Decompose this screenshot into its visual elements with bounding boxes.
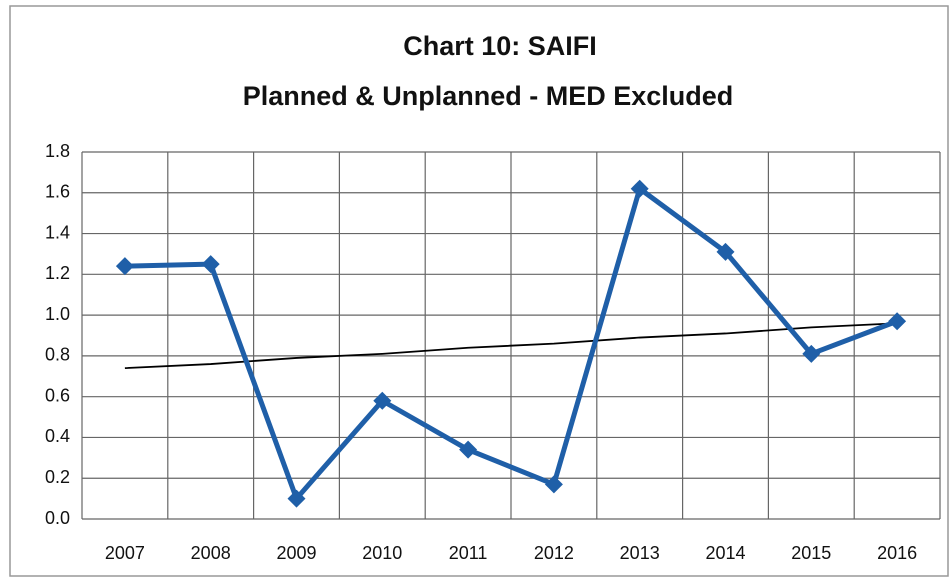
data-point bbox=[115, 257, 134, 276]
chart-title: Chart 10: SAIFI bbox=[403, 31, 597, 61]
data-point bbox=[630, 179, 649, 198]
x-tick-label: 2008 bbox=[191, 543, 231, 563]
data-point bbox=[888, 312, 907, 331]
data-point bbox=[544, 475, 563, 494]
x-tick-label: 2012 bbox=[534, 543, 574, 563]
data-point bbox=[287, 489, 306, 508]
x-tick-label: 2010 bbox=[362, 543, 402, 563]
data-point bbox=[373, 391, 392, 410]
x-tick-label: 2015 bbox=[791, 543, 831, 563]
y-tick-label: 1.6 bbox=[45, 182, 70, 202]
y-tick-label: 1.2 bbox=[45, 263, 70, 283]
chart-subtitle: Planned & Unplanned - MED Excluded bbox=[243, 81, 734, 111]
data-point bbox=[802, 344, 821, 363]
data-point bbox=[459, 440, 478, 459]
y-tick-label: 0.6 bbox=[45, 385, 70, 405]
chart-frame bbox=[9, 5, 949, 577]
x-tick-label: 2016 bbox=[877, 543, 917, 563]
y-tick-label: 0.2 bbox=[45, 467, 70, 487]
y-tick-label: 1.4 bbox=[45, 222, 70, 242]
trend-line bbox=[124, 322, 898, 370]
x-tick-label: 2009 bbox=[276, 543, 316, 563]
x-tick-label: 2011 bbox=[449, 543, 488, 563]
x-tick-label: 2014 bbox=[705, 543, 745, 563]
x-tick-label: 2007 bbox=[105, 543, 145, 563]
x-tick-label: 2013 bbox=[620, 543, 660, 563]
y-tick-label: 0.4 bbox=[45, 426, 70, 446]
y-tick-label: 0.8 bbox=[45, 345, 70, 365]
data-point bbox=[716, 242, 735, 261]
series-line bbox=[124, 186, 898, 502]
y-tick-label: 1.0 bbox=[45, 304, 70, 324]
y-tick-label: 1.8 bbox=[45, 141, 70, 161]
y-tick-label: 0.0 bbox=[45, 508, 70, 528]
data-point bbox=[201, 255, 220, 274]
